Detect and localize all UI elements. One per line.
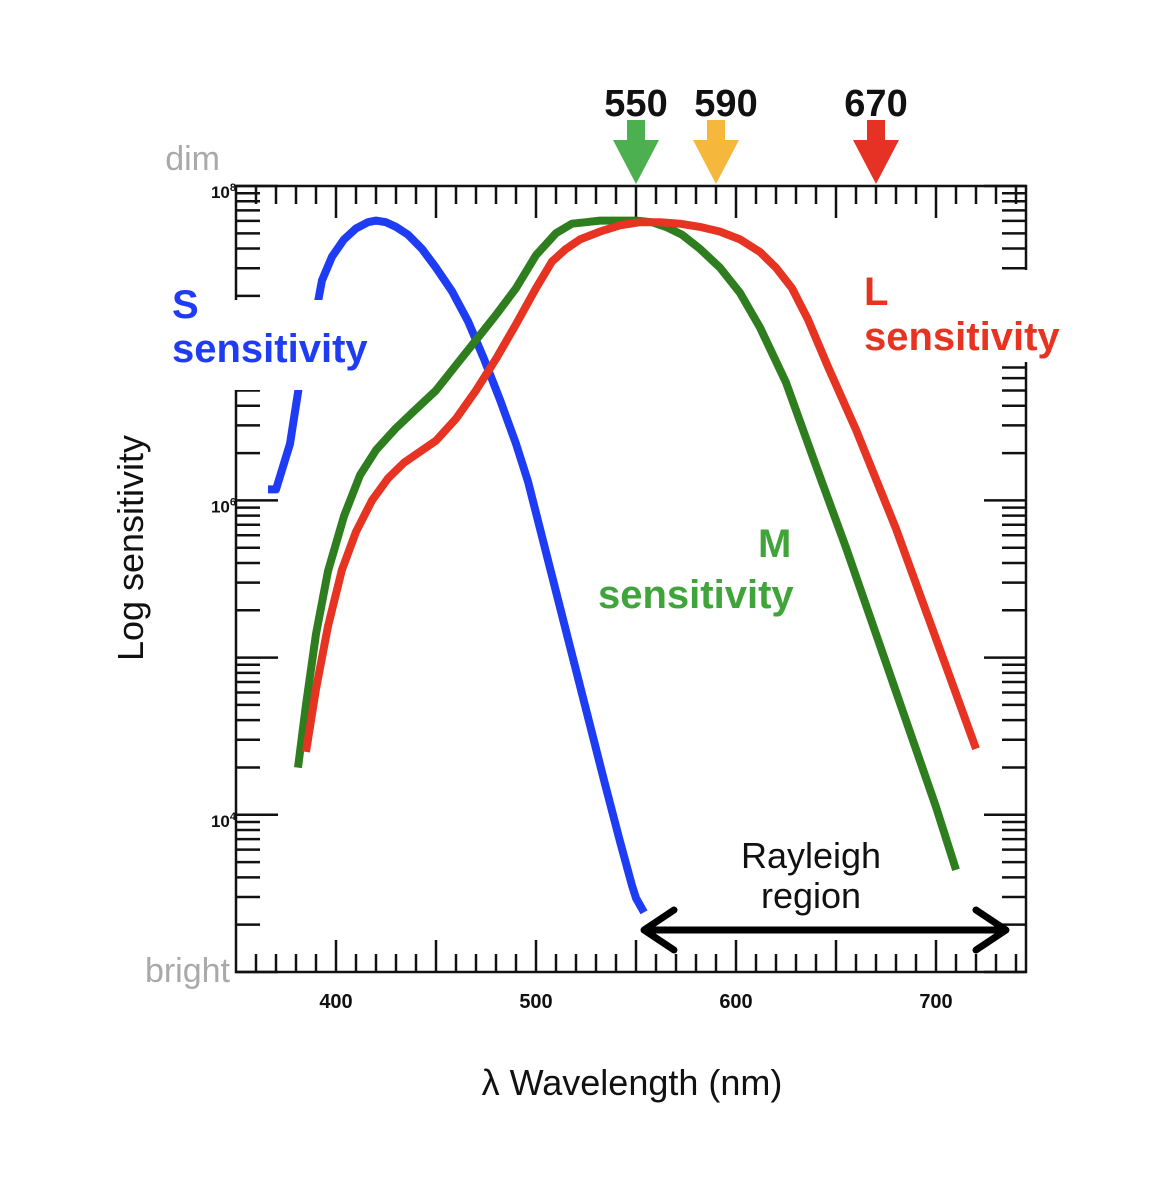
marker-label-550: 550 [604, 83, 667, 125]
marker-arrow-590 [693, 120, 739, 184]
l-sensitivity-curve [302, 218, 980, 753]
marker-label-590: 590 [694, 83, 757, 125]
marker-590: 590 [693, 83, 758, 184]
y-tick-label: 106 [211, 496, 236, 516]
m-series-label-letter: M [758, 522, 791, 566]
marker-670: 670 [844, 83, 908, 184]
rayleigh-label-line1: Rayleigh [741, 835, 881, 876]
marker-arrow-670 [853, 120, 899, 184]
rayleigh-arrowhead-right [972, 906, 1010, 954]
bright-label: bright [145, 952, 231, 990]
rayleigh-label-line2: region [761, 875, 861, 916]
m-series-label: sensitivity [598, 573, 794, 617]
dim-label: dim [165, 140, 220, 178]
s-label-backdrop [168, 300, 396, 390]
x-axis-title: λ Wavelength (nm) [482, 1062, 783, 1103]
s-series-label-letter: S [172, 283, 199, 327]
plot-frame [234, 184, 1028, 974]
x-tick-label: 500 [519, 991, 552, 1013]
y-axis-title: Log sensitivity [110, 435, 151, 661]
s-sensitivity-curve [268, 216, 648, 915]
x-tick-label: 400 [319, 991, 352, 1013]
marker-550: 550 [604, 83, 668, 184]
l-series-label: sensitivity [864, 315, 1060, 359]
rayleigh-region-annotation: Rayleigh region [640, 835, 1010, 954]
x-tick-label: 700 [919, 991, 952, 1013]
x-tick-label: 600 [719, 991, 752, 1013]
l-series-label-letter: L [864, 270, 888, 314]
s-series-label: sensitivity [172, 327, 368, 371]
m-sensitivity-curve [294, 216, 960, 872]
y-tick-label: 104 [211, 811, 237, 831]
rayleigh-arrowhead-left [640, 906, 678, 954]
y-tick-label: 108 [211, 182, 236, 202]
l-label-backdrop [852, 270, 1088, 362]
marker-arrow-550 [613, 120, 659, 184]
marker-label-670: 670 [844, 83, 907, 125]
